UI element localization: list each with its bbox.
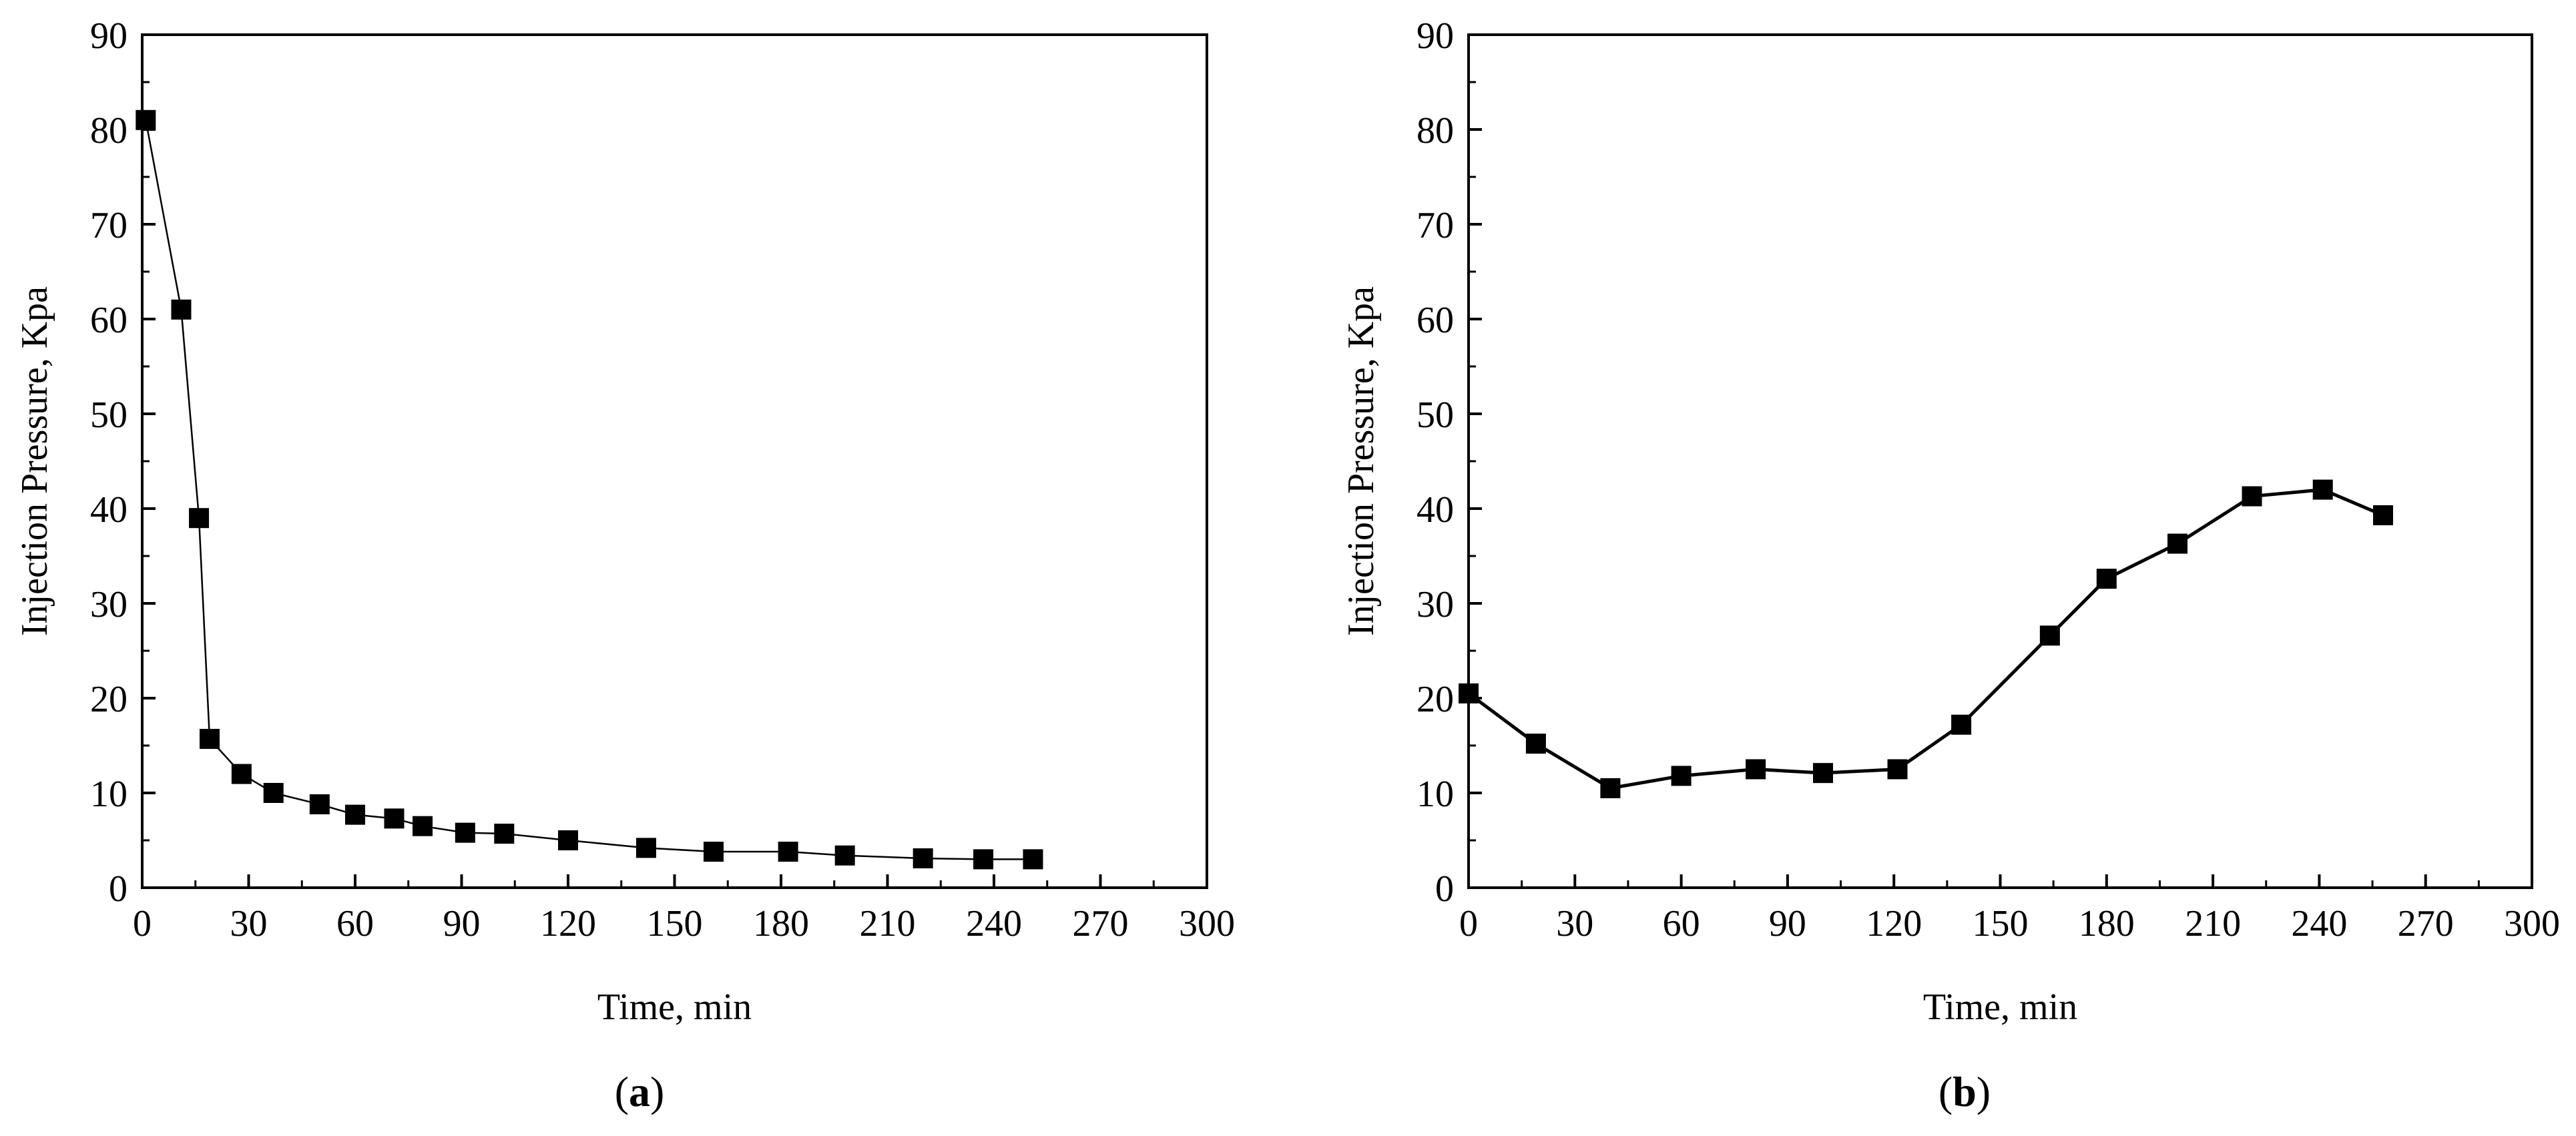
chart-1-series-0-point <box>1600 778 1621 798</box>
chart-0-x-tick-label: 120 <box>540 903 596 944</box>
chart-0-series-0-point <box>778 842 798 862</box>
chart-1-series-0-point <box>1459 683 1479 703</box>
chart-1-series-0-point <box>1887 759 1908 780</box>
chart-1-plot-frame <box>1467 33 2533 889</box>
chart-1-y-tick-label: 90 <box>1416 15 1454 57</box>
chart-0-series-0-point <box>1023 849 1043 870</box>
chart-1-y-tick-label: 70 <box>1416 205 1454 246</box>
chart-0-series-0-point <box>913 848 933 868</box>
chart-0-x-tick-label: 150 <box>647 903 703 944</box>
chart-1-y-tick-label: 40 <box>1416 489 1454 531</box>
chart-1-series-0-point <box>2242 486 2262 507</box>
chart-0-y-tick-label: 80 <box>90 110 127 152</box>
chart-0-series-0-point <box>231 764 252 784</box>
chart-0-x-tick-label: 180 <box>753 903 809 944</box>
chart-0-panel-caption: (a) <box>615 1068 665 1115</box>
chart-0-plot-frame <box>141 33 1208 889</box>
chart-1-y-tick-label: 20 <box>1416 679 1454 720</box>
chart-1-x-tick-label: 60 <box>1663 903 1700 944</box>
chart-0-series-0-point <box>200 729 220 750</box>
chart-0-x-tick-label: 300 <box>1179 903 1235 944</box>
chart-0-x-tick-label: 30 <box>230 903 268 944</box>
chart-0-y-axis-title: Injection Pressure, Kpa <box>14 286 55 636</box>
chart-0-series-0-point <box>413 816 433 836</box>
chart-1-series-0-point <box>2372 505 2393 525</box>
chart-1-series-0-point <box>1671 766 1692 786</box>
chart-0-series-0-point <box>136 109 156 130</box>
chart-0-series-0-point <box>635 838 656 858</box>
chart-0-x-tick-label: 240 <box>966 903 1022 944</box>
chart-1-y-tick-label: 10 <box>1416 774 1454 815</box>
chart-1-x-tick-label: 150 <box>1973 903 2029 944</box>
chart-0-series-0-point <box>171 299 192 320</box>
chart-0-series-0-point <box>309 794 330 815</box>
chart-1-series-0-point <box>2096 569 2117 589</box>
chart-1-y-axis-title: Injection Pressure, Kpa <box>1340 286 1382 636</box>
chart-1-series-0-point <box>1746 759 1766 780</box>
chart-0-series-0-point <box>189 508 210 529</box>
chart-0-series-0-point <box>455 822 475 843</box>
panel-a: 0 30 60 90 120 150 180 210 240 270 300 0 10 20 30 40 50 6… <box>14 15 1235 1115</box>
chart-0-series-0-line <box>145 119 1033 860</box>
chart-0-y-tick-label: 70 <box>90 205 127 246</box>
chart-0-y-tick-label: 0 <box>109 868 127 910</box>
chart-0-x-axis-title: Time, min <box>597 986 752 1028</box>
chart-0-series-0-point <box>263 783 284 803</box>
chart-1-x-tick-label: 210 <box>2185 903 2241 944</box>
chart-0-series-0-point <box>494 824 515 844</box>
chart-0-y-tick-label: 20 <box>90 679 127 720</box>
chart-1-x-tick-label: 270 <box>2398 903 2454 944</box>
chart-0-series-0-point <box>973 849 994 870</box>
chart-1-series-0-point <box>2312 479 2333 500</box>
chart-1-series-0-point <box>2039 625 2060 646</box>
chart-0-series-0-point <box>703 842 724 862</box>
chart-1-series-0-line <box>1467 488 2384 790</box>
chart-0-x-tick-label: 0 <box>133 903 152 944</box>
chart-1-x-tick-label: 0 <box>1459 903 1478 944</box>
chart-1-x-tick-label: 180 <box>2079 903 2135 944</box>
chart-0-series-0-point <box>345 804 365 825</box>
chart-1-series-0-point <box>1525 734 1546 754</box>
panel-b: 0 30 60 90 120 150 180 210 240 270 300 0 10 20 30 40 50 6… <box>1340 15 2560 1115</box>
chart-1-series-0-point <box>1951 714 1972 735</box>
chart-1-y-tick-label: 0 <box>1435 868 1454 910</box>
chart-0-x-tick-label: 60 <box>336 903 374 944</box>
chart-1-y-tick-label: 30 <box>1416 584 1454 625</box>
chart-0-y-tick-label: 40 <box>90 489 127 531</box>
chart-1-x-tick-label: 240 <box>2291 903 2347 944</box>
chart-0-x-tick-label: 90 <box>443 903 481 944</box>
chart-1-panel-caption: (b) <box>1939 1068 1991 1115</box>
chart-0-series-0-point <box>558 830 578 850</box>
chart-1-x-tick-label: 120 <box>1866 903 1922 944</box>
chart-1-y-tick-label: 80 <box>1416 110 1454 152</box>
chart-1-series-0-point <box>2167 533 2187 554</box>
chart-1-panel-letter: b <box>1953 1068 1977 1115</box>
chart-0-x-tick-label: 270 <box>1073 903 1129 944</box>
chart-0-series-0-point <box>834 845 855 866</box>
chart-1-y-tick-label: 60 <box>1416 300 1454 341</box>
chart-1-series-0-point <box>1813 763 1833 784</box>
chart-1-x-axis-title: Time, min <box>1923 986 2077 1028</box>
chart-0-y-tick-label: 30 <box>90 584 127 625</box>
chart-0-x-tick-label: 210 <box>860 903 916 944</box>
chart-0-y-tick-label: 60 <box>90 300 127 341</box>
chart-0-y-tick-label: 50 <box>90 394 127 436</box>
chart-1-x-tick-label: 90 <box>1769 903 1806 944</box>
chart-0-series-0-point <box>384 808 405 829</box>
chart-0-y-tick-label: 10 <box>90 774 127 815</box>
chart-1-y-tick-label: 50 <box>1416 394 1454 436</box>
chart-0-y-tick-label: 90 <box>90 15 127 57</box>
chart-1-x-tick-label: 30 <box>1556 903 1593 944</box>
chart-1-x-tick-label: 300 <box>2504 903 2560 944</box>
chart-0-panel-letter: a <box>629 1068 650 1115</box>
